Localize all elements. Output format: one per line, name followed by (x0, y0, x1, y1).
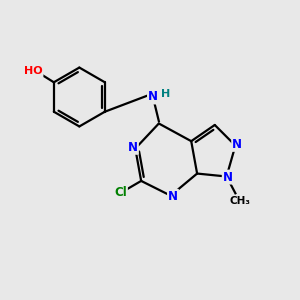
Text: N: N (148, 91, 158, 103)
Text: H: H (161, 89, 170, 99)
Text: N: N (128, 141, 138, 154)
Text: Cl: Cl (114, 186, 127, 199)
Text: HO: HO (24, 66, 43, 76)
Text: CH₃: CH₃ (229, 196, 250, 206)
Text: N: N (223, 171, 233, 184)
Text: N: N (168, 190, 178, 203)
Text: N: N (232, 138, 242, 151)
